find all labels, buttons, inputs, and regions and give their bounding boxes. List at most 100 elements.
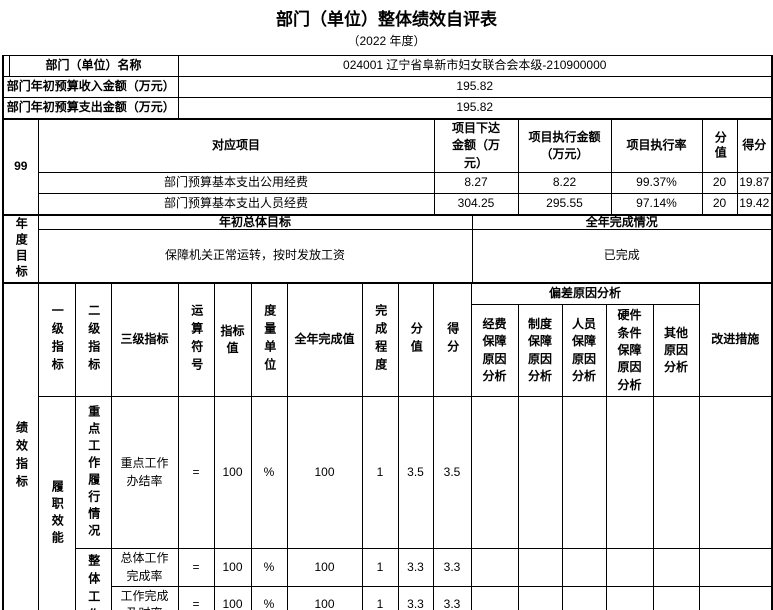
cell-deviation-personnel [561, 548, 607, 588]
header-level1: 一级指标 [37, 283, 76, 398]
page-subtitle: （2022 年度） [347, 34, 426, 48]
header-deviation-funds: 经费保障原因分析 [470, 304, 519, 398]
cell-target: 100 [213, 548, 252, 588]
budget-cell-issued: 304.25 [433, 193, 519, 216]
header-score: 得分 [432, 283, 472, 398]
budget-cell-executed: 8.22 [517, 172, 612, 195]
header-annual-value: 全年完成值 [286, 283, 363, 398]
cell-score: 3.3 [432, 548, 472, 588]
budget-cell-issued: 8.27 [433, 172, 519, 195]
header-unit: 度量单位 [250, 283, 288, 398]
cell-unit: % [250, 396, 288, 550]
header-target-value: 指标值 [213, 283, 252, 398]
budget-row-number: 99 [2, 118, 39, 216]
budget-cell-project: 部门预算基本支出公用经费 [37, 172, 435, 195]
cell-degree: 1 [361, 548, 399, 588]
income-label: 部门年初预算收入金额（万元） [2, 76, 179, 98]
budget-header-executed: 项目执行金额（万元） [517, 118, 612, 174]
dept-name-label: 部门（单位）名称 [8, 55, 179, 77]
annual-completion-text: 已完成 [471, 229, 773, 284]
cell-level3: 工作完成及时率 [110, 586, 179, 610]
cell-target: 100 [213, 586, 252, 610]
cell-unit: % [250, 548, 288, 588]
header-deviation-system: 制度保障原因分析 [517, 304, 563, 398]
annual-goal-header: 年初总体目标 [37, 215, 473, 231]
cell-deviation-funds [470, 586, 519, 610]
cell-deviation-system [517, 396, 563, 550]
budget-cell-weight: 20 [701, 172, 738, 195]
cell-deviation-other [652, 586, 700, 610]
cell-annual: 100 [286, 586, 363, 610]
cell-deviation-other [652, 548, 700, 588]
header-level2: 二级指标 [74, 283, 112, 398]
budget-table: 99 对应项目 项目下达金额（万元） 项目执行金额（万元） 项目执行率 分值 得… [2, 118, 773, 216]
annual-goal-table: 年度目标 年初总体目标 全年完成情况 保障机关正常运转，按时发放工资 已完成 [2, 215, 773, 284]
cell-unit: % [250, 586, 288, 610]
cell-level1: 履职效能 [37, 396, 76, 610]
expense-value: 195.82 [177, 97, 773, 119]
budget-cell-rate: 99.37% [610, 172, 703, 195]
cell-weight: 3.3 [397, 586, 434, 610]
cell-deviation-system [517, 586, 563, 610]
budget-header-project: 对应项目 [37, 118, 435, 174]
cell-deviation-personnel [561, 396, 607, 550]
budget-cell-score: 19.42 [736, 193, 773, 216]
header-deviation-hardware: 硬件条件保障原因分析 [605, 304, 654, 398]
budget-header-rate: 项目执行率 [610, 118, 703, 174]
performance-table: 绩效指标 一级指标 二级指标 三级指标 运算符号 指标值 度量单位 全年完成值 … [2, 283, 773, 610]
budget-header-issued: 项目下达金额（万元） [433, 118, 519, 174]
annual-goal-text: 保障机关正常运转，按时发放工资 [37, 229, 473, 284]
cell-annual: 100 [286, 396, 363, 550]
cell-deviation-system [517, 548, 563, 588]
header-level3: 三级指标 [110, 283, 179, 398]
header-deviation-personnel: 人员保障原因分析 [561, 304, 607, 398]
cell-degree: 1 [361, 586, 399, 610]
annual-goal-section-label: 年度目标 [2, 215, 39, 284]
budget-header-score: 得分 [736, 118, 773, 174]
budget-cell-project: 部门预算基本支出人员经费 [37, 193, 435, 216]
header-deviation-other: 其他原因分析 [652, 304, 700, 398]
header-weight: 分值 [397, 283, 434, 398]
cell-deviation-hardware [605, 396, 654, 550]
performance-section-label: 绩效指标 [2, 283, 39, 610]
budget-header-weight: 分值 [701, 118, 738, 174]
cell-target: 100 [213, 396, 252, 550]
cell-improvement [698, 396, 773, 550]
cell-operator: = [177, 548, 215, 588]
cell-deviation-hardware [605, 586, 654, 610]
budget-cell-weight: 20 [701, 193, 738, 216]
header-degree: 完成程度 [361, 283, 399, 398]
dept-name-value: 024001 辽宁省阜新市妇女联合会本级-210900000 [177, 55, 773, 77]
cell-level3: 重点工作办结率 [110, 396, 179, 550]
cell-score: 3.3 [432, 586, 472, 610]
budget-cell-executed: 295.55 [517, 193, 612, 216]
cell-deviation-other [652, 396, 700, 550]
budget-cell-rate: 97.14% [610, 193, 703, 216]
income-value: 195.82 [177, 76, 773, 98]
header-deviation-analysis: 偏差原因分析 [470, 283, 700, 306]
cell-weight: 3.5 [397, 396, 434, 550]
info-table: 部门（单位）名称 024001 辽宁省阜新市妇女联合会本级-210900000 … [2, 55, 773, 119]
cell-deviation-hardware [605, 548, 654, 588]
cell-level3: 总体工作完成率 [110, 548, 179, 588]
cell-level2: 重点工作履行情况 [74, 396, 112, 550]
cell-deviation-funds [470, 396, 519, 550]
cell-improvement [698, 586, 773, 610]
cell-score: 3.5 [432, 396, 472, 550]
budget-cell-score: 19.87 [736, 172, 773, 195]
cell-annual: 100 [286, 548, 363, 588]
header-improvement: 改进措施 [698, 283, 773, 398]
cell-deviation-funds [470, 548, 519, 588]
cell-level2: 整体工作 [74, 548, 112, 610]
page-title: 部门（单位）整体绩效自评表 [276, 10, 497, 29]
cell-operator: = [177, 396, 215, 550]
header-operator: 运算符号 [177, 283, 215, 398]
cell-weight: 3.3 [397, 548, 434, 588]
cell-degree: 1 [361, 396, 399, 550]
expense-label: 部门年初预算支出金额（万元） [2, 97, 179, 119]
annual-completion-header: 全年完成情况 [471, 215, 773, 231]
cell-operator: = [177, 586, 215, 610]
cell-deviation-personnel [561, 586, 607, 610]
cell-improvement [698, 548, 773, 588]
